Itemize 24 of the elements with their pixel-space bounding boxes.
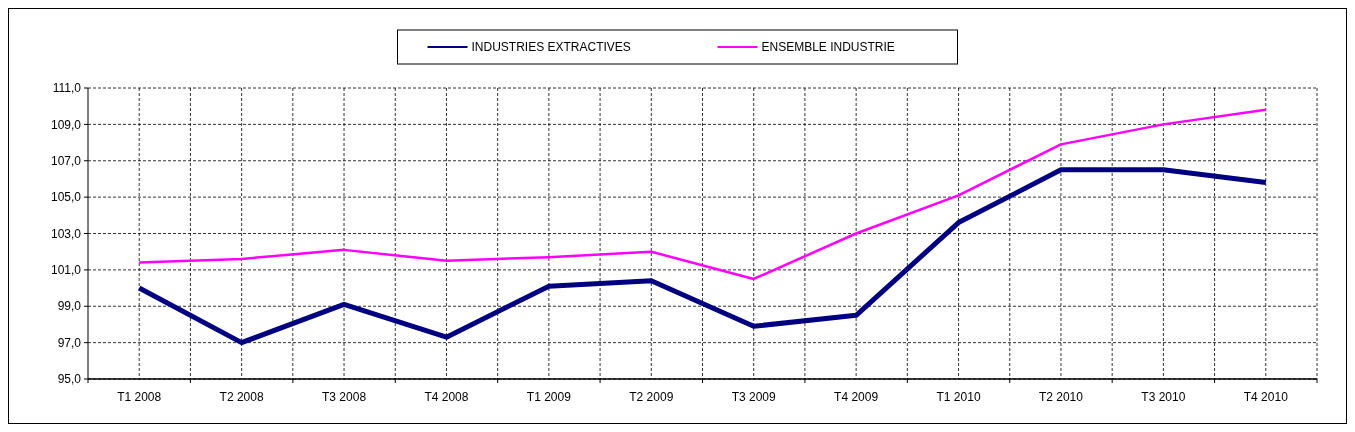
legend-label: ENSEMBLE INDUSTRIE — [761, 40, 895, 55]
x-tick-label: T3 2010 — [1141, 390, 1186, 404]
x-tick-label: T2 2009 — [629, 390, 674, 404]
x-tick-label: T1 2010 — [936, 390, 981, 404]
legend-label: INDUSTRIES EXTRACTIVES — [471, 40, 631, 55]
y-tick-label: 109,0 — [50, 117, 82, 132]
y-tick-label: 101,0 — [50, 263, 82, 278]
x-tick-label: T1 2008 — [117, 390, 162, 404]
x-tick-label: T4 2009 — [834, 390, 879, 404]
x-tick-label: T4 2010 — [1243, 390, 1289, 404]
x-tick-label: T2 2010 — [1038, 390, 1084, 404]
x-tick-label: T3 2009 — [731, 390, 777, 404]
y-tick-label: 99,0 — [57, 299, 82, 314]
y-tick-label: 105,0 — [50, 190, 82, 205]
x-tick-label: T2 2008 — [219, 390, 264, 404]
x-tick-label: T1 2009 — [526, 390, 572, 404]
y-tick-label: 107,0 — [50, 153, 82, 168]
y-tick-label: 95,0 — [57, 372, 82, 387]
y-tick-label: 111,0 — [52, 81, 82, 96]
y-tick-label: 97,0 — [57, 335, 82, 350]
x-tick-label: T3 2008 — [322, 390, 367, 404]
x-tick-label: T4 2008 — [424, 390, 469, 404]
y-tick-label: 103,0 — [50, 226, 82, 241]
line-series — [137, 108, 1268, 281]
